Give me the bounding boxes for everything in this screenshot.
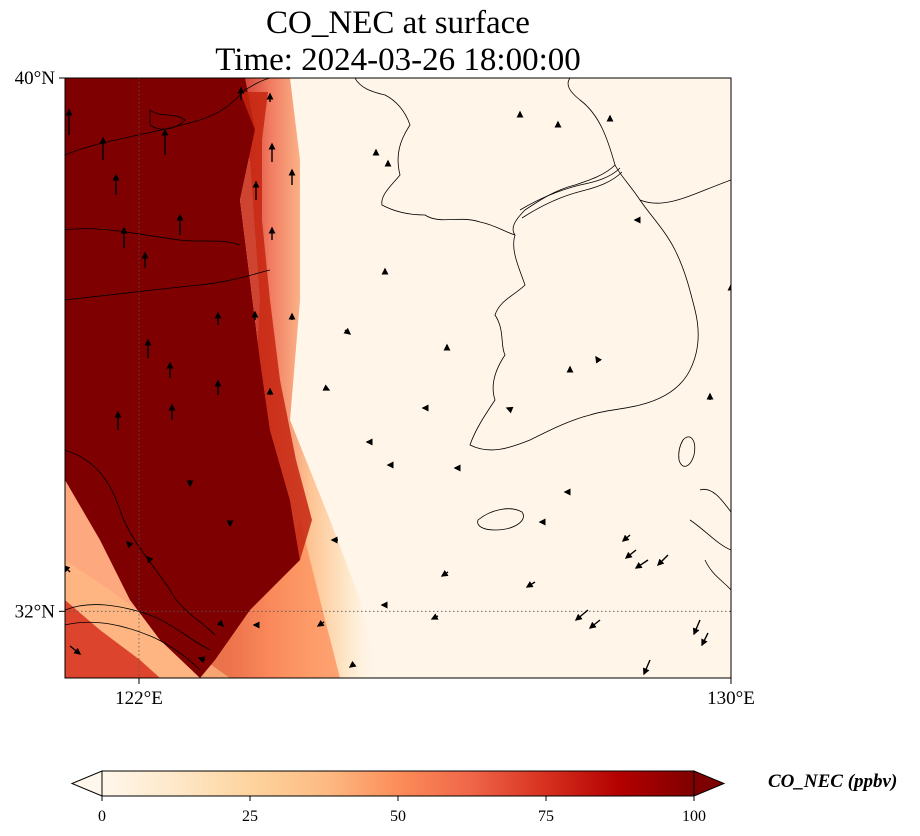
wind-arrow [657, 554, 669, 566]
border-korea-2 [521, 171, 623, 219]
wind-arrow [624, 549, 637, 559]
colorbar: 0 25 50 75 100 CO_NEC (ppbv) [70, 770, 897, 825]
wind-arrow [65, 565, 71, 573]
plume-southwest-corner [65, 600, 160, 678]
wind-arrow [440, 569, 449, 577]
wind-arrow [588, 619, 601, 629]
lon-tick-label: 130°E [707, 688, 755, 709]
river-yellow [65, 269, 271, 301]
yangtze-estuary [65, 604, 211, 651]
colorbar-tick-label: 0 [98, 808, 106, 825]
lon-ticks: 122°E 130°E [115, 678, 755, 709]
colorbar-extend-min [70, 770, 103, 797]
wind-arrow [146, 556, 154, 564]
chart-subtitle-time: Time: 2024-03-26 18:00:00 [215, 42, 580, 78]
wind-arrow [595, 355, 603, 364]
wind-arrow [322, 384, 331, 391]
colorbar-label: CO_NEC (ppbv) [768, 771, 897, 792]
coastline-korean-peninsula [469, 164, 699, 451]
wind-vectors [65, 86, 731, 676]
wind-arrow [505, 406, 514, 414]
wind-arrow [525, 581, 536, 588]
border-korea [519, 167, 621, 211]
wind-arrow [621, 534, 631, 542]
wind-arrow [316, 619, 325, 627]
yangtze-south-bank [65, 621, 201, 671]
wind-arrow [343, 327, 352, 335]
lat-tick-label: 40°N [15, 68, 56, 89]
coastline-liaodong-korea-bay [354, 78, 516, 236]
coastline-shandong-border [65, 228, 241, 246]
lon-tick-label: 122°E [115, 688, 163, 709]
wind-arrow [634, 559, 649, 569]
coastline-east [639, 179, 731, 204]
coastline-islands-north [149, 109, 186, 130]
jeju-island [477, 508, 524, 531]
ulleung-island [678, 436, 696, 467]
wind-arrow [126, 541, 134, 549]
colorbar-tick-label: 75 [538, 808, 554, 825]
map-frame [64, 77, 732, 679]
wind-arrow [69, 645, 82, 655]
coastline-japan [689, 488, 731, 591]
wind-arrow [197, 656, 206, 664]
coastline-bohai-south [65, 78, 271, 156]
chart-title: CO_NEC at surface [266, 5, 530, 41]
gridlines [65, 78, 731, 678]
colorbar-tick-label: 25 [242, 808, 258, 825]
plume-edge-red [240, 92, 312, 560]
colorbar-tick-label: 100 [682, 808, 706, 825]
wind-arrow [642, 659, 651, 676]
colorbar-ticks: 0 25 50 75 100 [98, 796, 706, 825]
wind-arrow [692, 619, 701, 636]
coastline-northeast [567, 78, 616, 166]
map-area [65, 78, 731, 678]
lat-tick-label: 32°N [15, 601, 56, 622]
wind-arrow [216, 619, 224, 627]
wind-arrow [701, 632, 709, 647]
colorbar-gradient [101, 770, 695, 797]
colorbar-extend-max [693, 770, 726, 797]
wind-arrow [430, 613, 439, 620]
wind-arrow [348, 660, 357, 668]
colorbar-tick-label: 50 [390, 808, 406, 825]
lat-ticks: 40°N 32°N [15, 68, 65, 622]
wind-arrow [574, 609, 589, 621]
